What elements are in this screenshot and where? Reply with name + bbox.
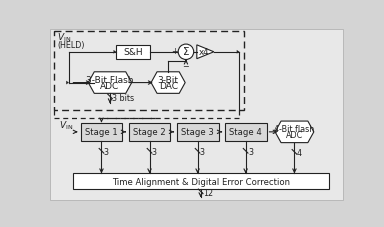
Text: S&H: S&H	[123, 48, 143, 57]
Text: 3: 3	[248, 147, 253, 156]
Polygon shape	[275, 121, 314, 143]
Polygon shape	[151, 72, 185, 94]
Circle shape	[178, 45, 194, 60]
FancyBboxPatch shape	[50, 30, 343, 200]
FancyBboxPatch shape	[177, 123, 218, 141]
Text: 3-Bit: 3-Bit	[157, 76, 179, 84]
FancyBboxPatch shape	[116, 46, 150, 59]
FancyBboxPatch shape	[73, 174, 329, 189]
Text: Stage 2: Stage 2	[133, 128, 166, 137]
Text: Stage 4: Stage 4	[229, 128, 262, 137]
Polygon shape	[88, 72, 132, 94]
Polygon shape	[66, 81, 69, 85]
Text: +: +	[171, 47, 177, 55]
FancyBboxPatch shape	[225, 123, 266, 141]
Polygon shape	[197, 46, 214, 59]
Text: $V_{\rm IN}$: $V_{\rm IN}$	[57, 31, 71, 44]
Text: 4-Bit flash: 4-Bit flash	[274, 125, 314, 134]
Text: Time Alignment & Digital Error Correction: Time Alignment & Digital Error Correctio…	[112, 177, 290, 186]
Text: 12: 12	[203, 188, 213, 197]
Text: 3: 3	[200, 147, 205, 156]
Text: 3 bits: 3 bits	[113, 93, 134, 102]
Text: ADC: ADC	[100, 82, 120, 91]
Text: Σ: Σ	[183, 47, 189, 57]
Text: DAC: DAC	[159, 82, 178, 91]
Polygon shape	[237, 51, 240, 54]
FancyBboxPatch shape	[81, 123, 122, 141]
Text: −: −	[182, 62, 189, 71]
Text: Stage 3: Stage 3	[181, 128, 214, 137]
Text: 3: 3	[152, 147, 157, 156]
FancyBboxPatch shape	[129, 123, 170, 141]
Text: $V_{\rm IN}$: $V_{\rm IN}$	[60, 119, 74, 132]
Text: ADC: ADC	[286, 131, 303, 140]
Text: 4: 4	[297, 148, 302, 158]
Text: x4: x4	[199, 48, 209, 57]
Text: 3: 3	[104, 147, 109, 156]
Text: 3-Bit Flash: 3-Bit Flash	[86, 76, 134, 84]
Text: (HELD): (HELD)	[57, 41, 85, 50]
Text: Stage 1: Stage 1	[85, 128, 118, 137]
Polygon shape	[114, 51, 116, 54]
